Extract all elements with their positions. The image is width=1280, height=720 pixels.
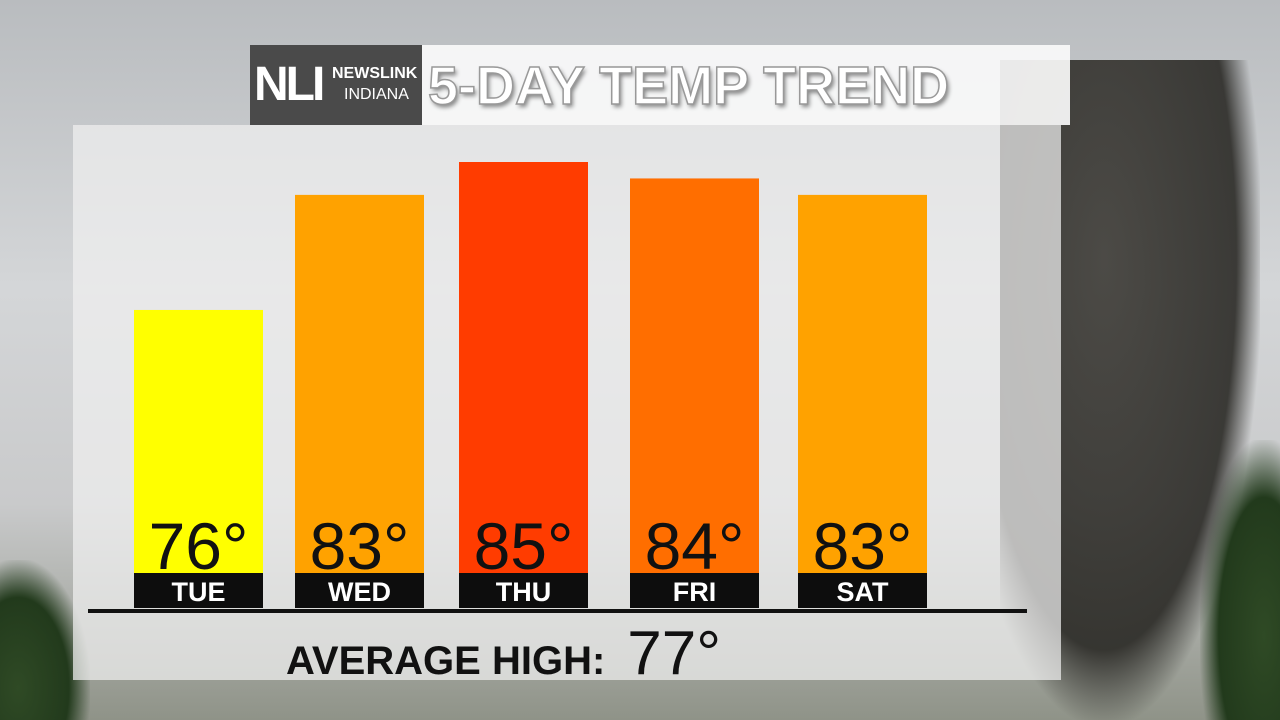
data-label: 76°	[149, 509, 249, 583]
tree-background	[1200, 440, 1280, 720]
data-label: 84°	[645, 509, 745, 583]
logo-line1: NEWSLINK	[332, 65, 418, 82]
day-label-strip	[630, 573, 759, 608]
header-bar: NLI NEWSLINK INDIANA 5-DAY TEMP TREND	[250, 45, 1070, 125]
average-high-value: 77°	[627, 619, 722, 688]
average-high: AVERAGE HIGH: 77°	[286, 618, 721, 688]
data-label: 85°	[474, 509, 574, 583]
bar-tue	[134, 309, 263, 573]
tick-label: TUE	[172, 577, 226, 607]
bar-fri	[630, 178, 759, 573]
baseline	[88, 609, 1027, 613]
bar-thu	[459, 162, 588, 573]
tick-label: THU	[496, 577, 552, 607]
bar-sat	[798, 194, 927, 573]
tick-label: WED	[328, 577, 391, 607]
page-title: 5-DAY TEMP TREND	[427, 55, 950, 117]
bar-wed	[295, 194, 424, 573]
logo-line2: INDIANA	[344, 86, 409, 103]
logo-mark: NLI	[254, 58, 325, 111]
day-label-strip	[459, 573, 588, 608]
day-label-strip	[134, 573, 263, 608]
average-high-label: AVERAGE HIGH:	[286, 639, 606, 683]
tick-label: FRI	[673, 577, 717, 607]
tick-label: SAT	[837, 577, 890, 607]
newslink-indiana-logo: NLI NEWSLINK INDIANA	[250, 45, 422, 125]
data-label: 83°	[813, 509, 913, 583]
day-label-strip	[798, 573, 927, 608]
data-label: 83°	[310, 509, 410, 583]
day-label-strip	[295, 573, 424, 608]
